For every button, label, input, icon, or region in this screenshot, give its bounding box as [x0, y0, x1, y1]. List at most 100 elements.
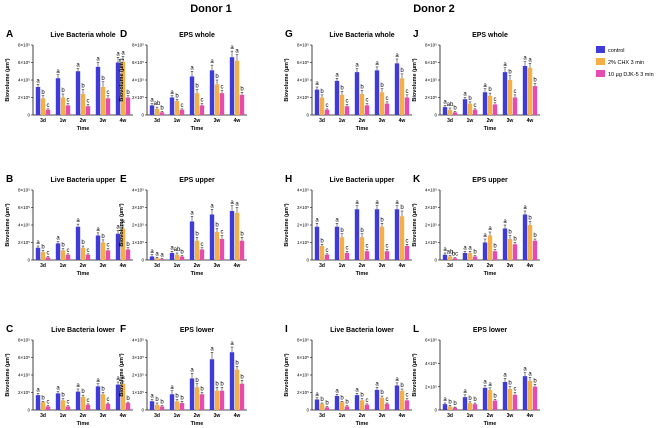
y-tick-label-g: 8×10⁵	[297, 43, 309, 48]
panel-label-l: L	[413, 324, 419, 335]
x-tick-label-c: 3w	[100, 413, 107, 419]
sig-letter-e: a	[210, 203, 214, 209]
x-tick-label-h: 4w	[399, 263, 406, 269]
x-tick-label-j: 4w	[527, 118, 534, 124]
x-tick-label-d: 1w	[174, 118, 181, 124]
bar-a-1w-s2	[65, 105, 71, 115]
y-axis-title-l: Biovolume (µm³)	[411, 353, 418, 396]
sig-letter-l: b	[448, 399, 452, 405]
bar-f-2w-s2	[199, 394, 205, 410]
x-tick-label-k: 3d	[447, 263, 453, 269]
y-tick-label-k: 3×10⁵	[425, 205, 437, 210]
x-tick-label-h: 1w	[339, 263, 346, 269]
bar-h-2w-s0	[354, 209, 360, 260]
bar-d-1w-s1	[174, 101, 180, 115]
x-tick-label-e: 3w	[214, 263, 221, 269]
bar-e-3w-s0	[209, 214, 215, 260]
y-tick-label-i: 8×10⁵	[297, 338, 309, 343]
bar-e-1w-s0	[169, 253, 175, 260]
y-tick-label-d: 6×10⁵	[132, 60, 144, 65]
bar-f-4w-s2	[239, 383, 245, 410]
sig-letter-c: a	[96, 378, 100, 384]
sig-letter-i: b	[380, 390, 384, 396]
bar-f-2w-s0	[189, 378, 195, 410]
bar-h-3w-s1	[379, 226, 385, 260]
x-axis-title-d: Time	[191, 126, 204, 132]
panel-label-k: K	[413, 174, 421, 185]
bar-a-2w-s0	[75, 71, 81, 115]
sig-letter-j: c	[514, 89, 517, 95]
sig-letter-g: a	[395, 53, 399, 59]
y-tick-label-a: 2×10⁵	[18, 95, 30, 100]
sig-letter-a: a	[96, 57, 100, 63]
bar-f-2w-s1	[194, 387, 200, 410]
panel-title-f: EPS lower	[180, 327, 215, 334]
bar-e-4w-s1	[234, 212, 240, 260]
sig-letter-i: a	[395, 377, 399, 383]
bar-f-3d-s0	[149, 401, 155, 410]
sig-letter-k: a	[488, 226, 492, 232]
bar-j-2w-s1	[487, 95, 493, 115]
bar-b-3w-s0	[95, 235, 101, 260]
x-axis-title-g: Time	[356, 126, 369, 132]
panel-title-c: Live Bacteria lower	[51, 327, 115, 334]
sig-letter-a: c	[67, 98, 70, 104]
sig-letter-b: a	[96, 227, 100, 233]
bar-c-1w-s2	[65, 406, 71, 410]
y-tick-label-a: 4×10⁵	[18, 78, 30, 83]
sig-letter-g: c	[406, 89, 409, 95]
panel-title-b: Live Bacteria upper	[51, 177, 116, 184]
sig-letter-k: b	[513, 237, 517, 243]
sig-letter-h: a	[315, 217, 319, 223]
bar-g-3d-s0	[314, 89, 320, 115]
x-tick-label-j: 1w	[467, 118, 474, 124]
sig-letter-j: b	[508, 70, 512, 76]
sig-letter-f: a	[170, 385, 174, 391]
bar-h-2w-s1	[359, 237, 365, 260]
sig-letter-e: ab	[174, 247, 181, 253]
x-tick-label-e: 3d	[154, 263, 160, 269]
y-tick-label-i: 2×10⁵	[297, 390, 309, 395]
bar-b-4w-s2	[125, 249, 131, 260]
y-tick-label-b: 4×10⁵	[18, 223, 30, 228]
x-tick-label-a: 1w	[60, 118, 67, 124]
sig-letter-b: b	[101, 234, 105, 240]
sig-letter-f: a	[230, 341, 234, 347]
bar-f-3w-s2	[219, 390, 225, 410]
sig-letter-j: a	[523, 56, 527, 62]
sig-letter-h: b	[360, 228, 364, 234]
y-tick-label-e: 2×10⁵	[132, 223, 144, 228]
sig-letter-a: a	[121, 50, 125, 56]
y-tick-label-h: 2×10⁵	[297, 223, 309, 228]
panel-e: E EPS upper 0 1×10⁵ 2×10⁵ 3×10⁵ 4×10⁵ Biovolume…	[118, 174, 247, 277]
sig-letter-i: a	[375, 381, 379, 387]
bar-b-1w-s0	[55, 243, 61, 260]
panel-d: D EPS whole 0 2×10⁵ 4×10⁵ 6×10⁵ 8×10⁵ Biovolume…	[118, 29, 247, 132]
sig-letter-l: b	[533, 378, 537, 384]
sig-letter-e: c	[221, 230, 224, 236]
sig-letter-i: b	[320, 397, 324, 403]
sig-letter-l: b	[473, 397, 477, 403]
panel-label-e: E	[120, 174, 127, 185]
sig-letter-h: b	[400, 205, 404, 211]
y-tick-label-c: 8×10⁵	[18, 338, 30, 343]
y-axis-title-d: Biovolume (µm³)	[118, 58, 125, 101]
bar-g-3w-s2	[384, 103, 390, 115]
bar-e-3w-s1	[214, 232, 220, 260]
panel-label-c: C	[6, 324, 13, 335]
panel-title-e: EPS upper	[179, 177, 215, 184]
bar-i-4w-s0	[394, 385, 400, 410]
y-axis-title-b: Biovolume (µm³)	[4, 203, 11, 246]
bar-f-3d-s2	[159, 406, 165, 410]
x-tick-label-l: 4w	[527, 413, 534, 419]
y-tick-label-c: 2×10⁵	[18, 390, 30, 395]
panel-title-k: EPS upper	[472, 177, 508, 184]
bar-k-3d-s0	[442, 254, 448, 260]
sig-letter-f: a	[210, 346, 214, 352]
sig-letter-i: c	[386, 397, 389, 403]
bar-c-4w-s1	[120, 383, 126, 410]
sig-letter-f: b	[175, 394, 179, 400]
x-axis-title-l: Time	[484, 421, 497, 427]
panel-a: A Live Bacteria whole 0 2×10⁵ 4×10⁵ 6×10⁵ 8×10…	[4, 29, 133, 132]
sig-letter-b: c	[87, 248, 90, 254]
